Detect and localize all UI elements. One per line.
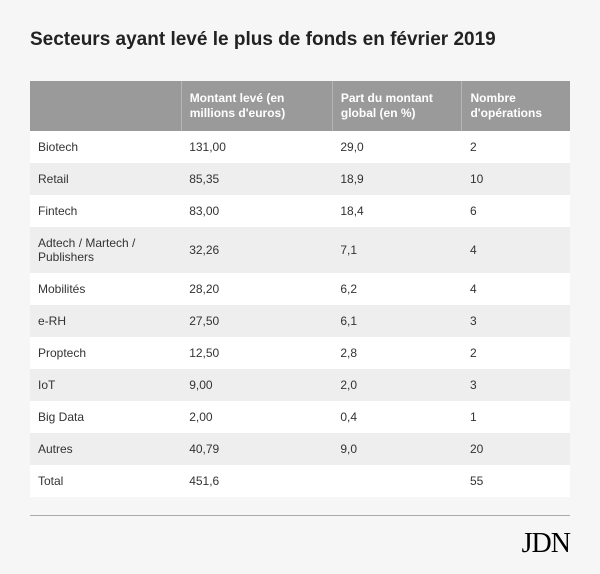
table-cell: 10 [462,163,570,195]
table-cell: Total [30,465,181,497]
table-cell: 40,79 [181,433,332,465]
table-row: Biotech131,0029,02 [30,131,570,163]
table-cell: 3 [462,305,570,337]
table-cell: Mobilités [30,273,181,305]
table-row: Adtech / Martech / Publishers32,267,14 [30,227,570,273]
table-cell: 9,00 [181,369,332,401]
table-cell: 32,26 [181,227,332,273]
table-cell: Proptech [30,337,181,369]
table-cell: 131,00 [181,131,332,163]
table-cell: Fintech [30,195,181,227]
table-cell: 0,4 [332,401,462,433]
table-cell: 29,0 [332,131,462,163]
footer-divider [30,515,570,516]
table-cell: 83,00 [181,195,332,227]
table-cell: 18,4 [332,195,462,227]
table-cell: 55 [462,465,570,497]
table-cell: 2,0 [332,369,462,401]
table-cell: 12,50 [181,337,332,369]
table-row: Autres40,799,020 [30,433,570,465]
table-row: IoT9,002,03 [30,369,570,401]
table-cell: e-RH [30,305,181,337]
page-title: Secteurs ayant levé le plus de fonds en … [30,28,570,53]
table-row: Fintech83,0018,46 [30,195,570,227]
table-cell: 9,0 [332,433,462,465]
table-header-cell: Part du montant global (en %) [332,81,462,131]
table-cell: 6 [462,195,570,227]
table-row: e-RH27,506,13 [30,305,570,337]
table-cell: Autres [30,433,181,465]
jdn-logo: JDN [522,528,570,560]
table-cell: 28,20 [181,273,332,305]
table-header-row: Montant levé (en millions d'euros) Part … [30,81,570,131]
table-cell: 4 [462,273,570,305]
table-row: Total451,6 55 [30,465,570,497]
table-cell: 85,35 [181,163,332,195]
table-cell: 6,2 [332,273,462,305]
table-cell: Adtech / Martech / Publishers [30,227,181,273]
table-cell [332,465,462,497]
table-header-cell [30,81,181,131]
table-cell: 7,1 [332,227,462,273]
table-header-cell: Nombre d'opérations [462,81,570,131]
table-cell: IoT [30,369,181,401]
table-cell: 2 [462,131,570,163]
table-row: Big Data2,000,41 [30,401,570,433]
table-cell: Big Data [30,401,181,433]
table-cell: 27,50 [181,305,332,337]
table-row: Proptech12,502,82 [30,337,570,369]
table-cell: 2,00 [181,401,332,433]
table-row: Mobilités28,206,24 [30,273,570,305]
table-header-cell: Montant levé (en millions d'euros) [181,81,332,131]
table-cell: 18,9 [332,163,462,195]
table-cell: 2 [462,337,570,369]
table-cell: 1 [462,401,570,433]
table-row: Retail85,3518,910 [30,163,570,195]
data-table: Montant levé (en millions d'euros) Part … [30,81,570,497]
table-cell: 4 [462,227,570,273]
table-cell: 6,1 [332,305,462,337]
table-cell: 451,6 [181,465,332,497]
table-cell: Biotech [30,131,181,163]
table-cell: 20 [462,433,570,465]
table-cell: Retail [30,163,181,195]
table-cell: 2,8 [332,337,462,369]
table-cell: 3 [462,369,570,401]
